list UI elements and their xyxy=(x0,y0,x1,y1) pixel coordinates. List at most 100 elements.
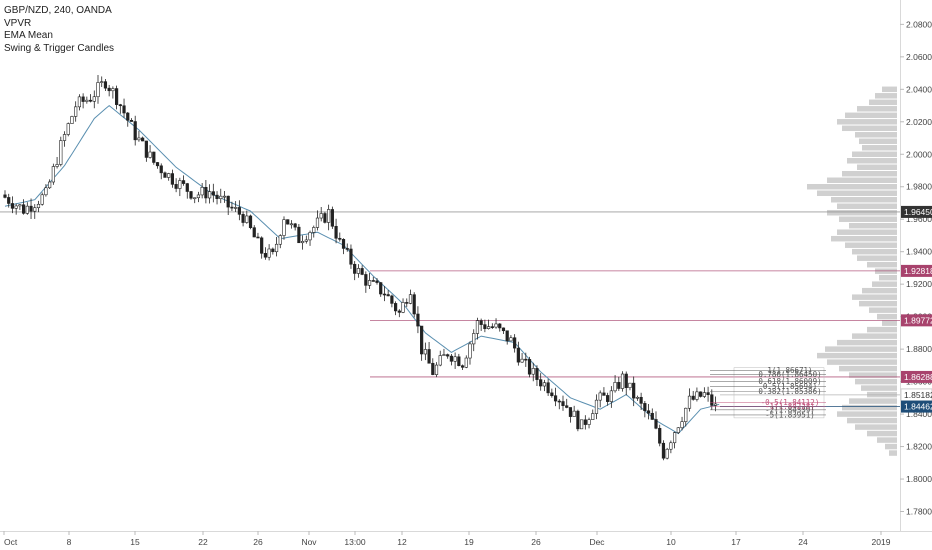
candle-body xyxy=(416,313,420,327)
candle-body xyxy=(100,81,104,83)
volume-profile-row xyxy=(889,450,897,456)
fib-level-label: 0.618(1.86009) xyxy=(758,377,821,386)
candle-body xyxy=(18,204,22,207)
candle-body xyxy=(55,164,59,167)
candle-body xyxy=(282,219,286,236)
fib-retracement[interactable]: 1(1.86671)0.786(1.86450)0.618(1.86009)0.… xyxy=(710,366,826,419)
volume-profile-row xyxy=(831,235,897,242)
candle-body xyxy=(263,253,268,258)
candle-body xyxy=(3,194,7,198)
candle-body xyxy=(524,358,528,361)
fib-level-label: 0.382(1.85386) xyxy=(758,387,821,396)
candle-body xyxy=(423,349,427,355)
price-tag-text: 1.86288 xyxy=(904,372,932,382)
volume-profile-row xyxy=(852,333,897,339)
candle-body xyxy=(665,448,669,459)
volume-profile-row xyxy=(882,320,897,326)
volume-profile-row xyxy=(852,248,897,255)
candle-body xyxy=(208,191,212,199)
candle-body xyxy=(155,162,160,167)
candle-body xyxy=(81,96,85,102)
indicator-vpvr[interactable]: VPVR xyxy=(4,17,32,29)
fib-level-label: 0.786(1.86450) xyxy=(758,370,821,379)
price-tick-label: 2.08000 xyxy=(906,19,932,29)
price-tag-bg xyxy=(901,314,932,327)
candle-body xyxy=(628,382,632,388)
candle-body xyxy=(468,343,472,359)
candle-body xyxy=(557,400,561,403)
price-tag-text: 1.92818 xyxy=(904,266,932,276)
symbol-title[interactable]: GBP/NZD, 240, OANDA xyxy=(4,5,112,16)
candle-body xyxy=(7,197,11,204)
candle-body xyxy=(550,392,554,397)
time-tick-label: 2019 xyxy=(872,537,891,547)
candle-body xyxy=(386,294,390,297)
candle-body xyxy=(174,184,178,189)
candle-body xyxy=(312,227,316,233)
candle-body xyxy=(234,207,238,209)
candle-body xyxy=(379,282,383,295)
candle-body xyxy=(572,410,576,417)
volume-profile-row xyxy=(855,424,897,430)
volume-profile-row xyxy=(862,287,897,294)
price-tick-label: 1.98000 xyxy=(906,182,932,192)
candle-body xyxy=(420,325,424,355)
candle-body xyxy=(137,137,141,141)
price-tick-label: 1.96000 xyxy=(906,214,932,224)
volume-profile-row xyxy=(831,196,897,203)
time-tick-label: Dec xyxy=(589,537,605,547)
candle-body xyxy=(300,241,305,244)
candle-body xyxy=(483,324,487,329)
candle-body xyxy=(446,354,450,357)
candle-body xyxy=(278,235,282,245)
price-tag-bg xyxy=(901,205,932,218)
candle-body xyxy=(542,382,546,387)
candle-body xyxy=(196,194,201,199)
candle-body xyxy=(646,410,651,414)
volume-profile-row xyxy=(842,171,897,177)
time-axis[interactable]: Oct 8 15 22 26 Nov 13:00 12 19 26 Dec 10 17 24 2019 xyxy=(3,531,891,547)
candle-body xyxy=(189,191,193,199)
candle-body xyxy=(126,112,130,121)
candle-body xyxy=(129,119,134,122)
candle-body xyxy=(289,223,294,226)
price-tick-label: 1.82000 xyxy=(906,442,932,452)
candle-body xyxy=(408,294,413,304)
indicator-swing-trigger[interactable]: Swing & Trigger Candles xyxy=(4,42,115,54)
candle-body xyxy=(74,106,78,117)
candle-body xyxy=(598,392,602,401)
candle-body xyxy=(70,116,74,124)
candle-body xyxy=(661,442,666,459)
candle-body xyxy=(635,396,639,399)
volume-profile-row xyxy=(869,307,897,313)
candle-body xyxy=(44,187,48,196)
volume-profile-row xyxy=(839,216,897,222)
candle-body xyxy=(152,151,156,163)
indicator-ema-mean[interactable]: EMA Mean xyxy=(4,30,53,41)
candle-body xyxy=(438,355,442,366)
candle-body xyxy=(699,391,703,397)
candle-body xyxy=(115,88,119,105)
candle-body xyxy=(650,412,654,420)
candle-body xyxy=(10,203,15,209)
candle-body xyxy=(520,358,524,363)
price-tick-label: 1.84000 xyxy=(906,409,932,419)
volume-profile-row xyxy=(837,203,897,209)
candle-body xyxy=(200,187,204,196)
price-tag-text: 1.85182 xyxy=(904,390,932,400)
candle-body xyxy=(308,232,312,241)
candle-body xyxy=(185,183,189,192)
volume-profile-row xyxy=(852,294,897,300)
candle-body xyxy=(245,215,249,223)
candle-body xyxy=(315,217,320,228)
candle-body xyxy=(133,121,137,141)
candle-body xyxy=(62,134,67,141)
candle-body xyxy=(691,395,695,400)
candle-body xyxy=(494,323,498,328)
fib-level-label: 0.5(1.85694) xyxy=(763,382,817,391)
fib-level-label: -0.5(1.84112) xyxy=(761,398,820,407)
candle-body xyxy=(215,194,219,199)
candle-body xyxy=(77,96,81,108)
candle-body xyxy=(606,395,610,402)
